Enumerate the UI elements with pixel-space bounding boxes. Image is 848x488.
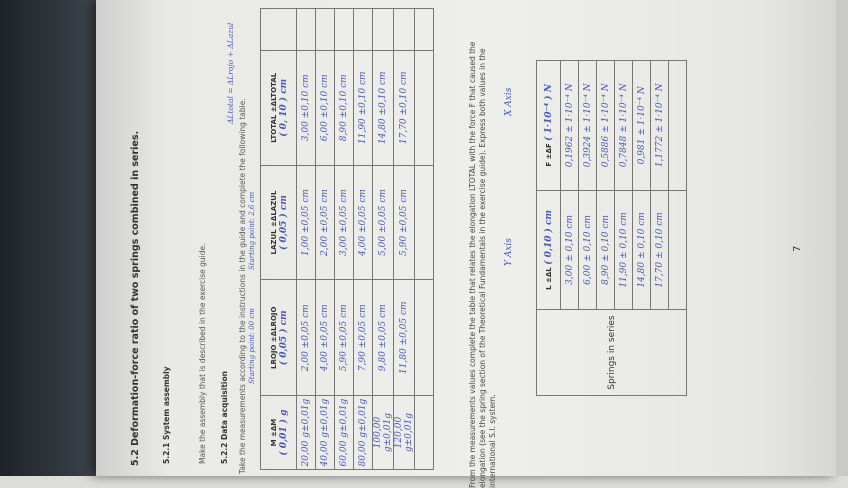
annotation-start-blue: Starting point: 2,6 cm bbox=[248, 191, 256, 270]
force-cell: 0,7848 ± 1·10⁻⁴ N bbox=[614, 60, 633, 191]
elongation-cell: 8,90 ± 0,10 cm bbox=[596, 190, 615, 310]
header-unit: ( 0,10 ) cm bbox=[543, 209, 554, 265]
page-number: 7 bbox=[792, 245, 803, 252]
force-header-row: Springs in series L ±ΔL ( 0,10 ) cm F ±Δ… bbox=[536, 60, 687, 396]
annotation-y-axis: Y Axis bbox=[504, 238, 514, 266]
measurement-cell: 11,90 ±0,10 cm bbox=[353, 50, 373, 166]
instruction-paragraph: From the measurements values complete th… bbox=[468, 41, 497, 488]
measurement-row bbox=[414, 8, 434, 470]
measurement-row: 60,00 g±0,01g 5,90 ±0,05 cm 3,00 ±0,05 cm 8… bbox=[334, 8, 354, 470]
assembly-instruction: Make the assembly that is described in t… bbox=[198, 243, 207, 464]
header-label: LROJO ±ΔLROJO bbox=[269, 306, 278, 369]
force-cell: 0,5886 ± 1·10⁻⁴ N bbox=[596, 60, 615, 191]
paper-edge bbox=[836, 0, 848, 476]
empty-cell bbox=[334, 8, 354, 51]
measurement-cell: 4,00 ±0,05 cm bbox=[353, 165, 373, 280]
measurement-cell: 60,00 g±0,01g bbox=[334, 395, 354, 470]
force-cell: 1,1772 ± 1·10⁻⁴ N bbox=[650, 60, 669, 191]
header-unit: ( 0,05 ) cm bbox=[278, 310, 289, 366]
header-l-total: LTOTAL ±ΔLTOTAL( 0, 10 ) cm bbox=[260, 50, 297, 166]
measurement-cell bbox=[414, 395, 434, 470]
measurement-cell: 3,00 ±0,05 cm bbox=[334, 165, 354, 280]
measurement-cell: 100,00 g±0,01g bbox=[372, 395, 394, 470]
paper-sheet bbox=[96, 0, 836, 476]
header-unit: ( 0,01 ) g bbox=[278, 409, 289, 456]
header-label: M ±ΔM bbox=[269, 418, 278, 447]
subsection-data-title: 5.2.2 Data acquisition bbox=[220, 371, 229, 464]
header-l-rojo: LROJO ±ΔLROJO( 0,05 ) cm bbox=[260, 279, 297, 396]
elongation-cell: 6,00 ± 0,10 cm bbox=[578, 190, 597, 310]
header-unit: ( 1·10⁻⁴ ) N bbox=[543, 84, 554, 141]
annotation-x-axis: X Axis bbox=[504, 87, 514, 116]
header-unit: ( 0,05 ) cm bbox=[278, 195, 289, 250]
measurement-cell: 14,80 ±0,10 cm bbox=[372, 50, 394, 166]
empty-cell bbox=[296, 8, 316, 51]
elongation-cell: 3,00 ± 0,10 cm bbox=[560, 190, 579, 310]
measurement-cell: 40,00 g±0,01g bbox=[315, 395, 335, 470]
annotation-start-red: Starting point: 00 cm bbox=[248, 308, 256, 384]
force-cell: 0,981 ± 1·10⁻⁴ N bbox=[632, 60, 651, 191]
empty-cell bbox=[315, 8, 335, 51]
measurement-cell: 1,00 ±0,05 cm bbox=[296, 165, 316, 280]
measurement-cell bbox=[414, 279, 434, 396]
measurement-cell: 3,00 ±0,10 cm bbox=[296, 50, 316, 166]
force-cell bbox=[668, 60, 687, 191]
measurement-cell: 5,90 ±0,05 cm bbox=[334, 279, 354, 396]
measurement-cell: 4,00 ±0,05 cm bbox=[315, 279, 335, 396]
empty-cell bbox=[393, 8, 415, 51]
rotated-page-content: 5.2 Deformation-force ratio of two sprin… bbox=[100, 0, 840, 488]
springs-in-series-label: Springs in series bbox=[536, 309, 687, 396]
measurement-cell: 2,00 ±0,05 cm bbox=[296, 279, 316, 396]
data-instruction: Take the measurements according to the i… bbox=[238, 98, 247, 474]
empty-cell bbox=[353, 8, 373, 51]
measurement-cell: 2,00 ±0,05 cm bbox=[315, 165, 335, 280]
measurement-cell: 6,00 ±0,10 cm bbox=[315, 50, 335, 166]
measurement-cell: 7,90 ±0,05 cm bbox=[353, 279, 373, 396]
header-label: LAZUL ±ΔLAZUL bbox=[269, 190, 278, 255]
measurement-row: 40,00 g±0,01g 4,00 ±0,05 cm 2,00 ±0,05 cm 6… bbox=[315, 8, 335, 470]
measurements-table: M ±ΔM( 0,01 ) g LROJO ±ΔLROJO( 0,05 ) cm… bbox=[260, 8, 434, 470]
measurement-cell: 9,80 ±0,05 cm bbox=[372, 279, 394, 396]
empty-cell bbox=[414, 8, 434, 51]
measurement-cell: 20,00 g±0,01g bbox=[296, 395, 316, 470]
elongation-cell: 11,90 ± 0,10 cm bbox=[614, 190, 633, 310]
header-label: L ±ΔL bbox=[544, 267, 553, 290]
measurement-cell: 17,70 ±0,10 cm bbox=[393, 50, 415, 166]
header-label: LTOTAL ±ΔLTOTAL bbox=[269, 72, 278, 143]
header-label: F ±ΔF bbox=[544, 143, 553, 167]
measurement-cell: 8,90 ±0,10 cm bbox=[334, 50, 354, 166]
annotation-corner-note: ΔLtotal = ΔLrojo + ΔLazul bbox=[226, 22, 235, 124]
measurement-row: 120,00 g±0,01g 11,80 ±0,05 cm 5,90 ±0,05 c… bbox=[393, 8, 415, 470]
measurement-cell: 80,00 g±0,01g bbox=[353, 395, 373, 470]
measurement-row: 80,00 g±0,01g 7,90 ±0,05 cm 4,00 ±0,05 cm 1… bbox=[353, 8, 373, 470]
measurement-cell bbox=[414, 50, 434, 166]
section-heading: 5.2 Deformation-force ratio of two sprin… bbox=[130, 130, 141, 466]
header-l-azul: LAZUL ±ΔLAZUL( 0,05 ) cm bbox=[260, 165, 297, 280]
measurement-row: 20,00 g±0,01g 2,00 ±0,05 cm 1,00 ±0,05 cm 3… bbox=[296, 8, 316, 470]
force-elongation-table: Springs in series L ±ΔL ( 0,10 ) cm F ±Δ… bbox=[536, 60, 687, 396]
header-force: F ±ΔF ( 1·10⁻⁴ ) N bbox=[536, 60, 561, 191]
measurement-cell: 5,90 ±0,05 cm bbox=[393, 165, 415, 280]
force-cell: 0,1962 ± 1·10⁻⁴ N bbox=[560, 60, 579, 191]
measurement-cell: 120,00 g±0,01g bbox=[393, 395, 415, 470]
measurement-cell: 11,80 ±0,05 cm bbox=[393, 279, 415, 396]
header-unit: ( 0, 10 ) cm bbox=[278, 78, 289, 137]
measurement-cell: 5,00 ±0,05 cm bbox=[372, 165, 394, 280]
header-elongation: L ±ΔL ( 0,10 ) cm bbox=[536, 190, 561, 310]
header-empty bbox=[260, 8, 297, 51]
force-cell: 0,3924 ± 1·10⁻⁴ N bbox=[578, 60, 597, 191]
subsection-assembly-title: 5.2.1 System assembly bbox=[162, 366, 171, 464]
header-mass: M ±ΔM( 0,01 ) g bbox=[260, 395, 297, 470]
empty-cell bbox=[372, 8, 394, 51]
measurement-cell bbox=[414, 165, 434, 280]
measurement-row: 100,00 g±0,01g 9,80 ±0,05 cm 5,00 ±0,05 cm… bbox=[372, 8, 394, 470]
elongation-cell: 14,80 ± 0,10 cm bbox=[632, 190, 651, 310]
measurements-header-row: M ±ΔM( 0,01 ) g LROJO ±ΔLROJO( 0,05 ) cm… bbox=[260, 8, 297, 470]
elongation-cell bbox=[668, 190, 687, 310]
elongation-cell: 17,70 ± 0,10 cm bbox=[650, 190, 669, 310]
